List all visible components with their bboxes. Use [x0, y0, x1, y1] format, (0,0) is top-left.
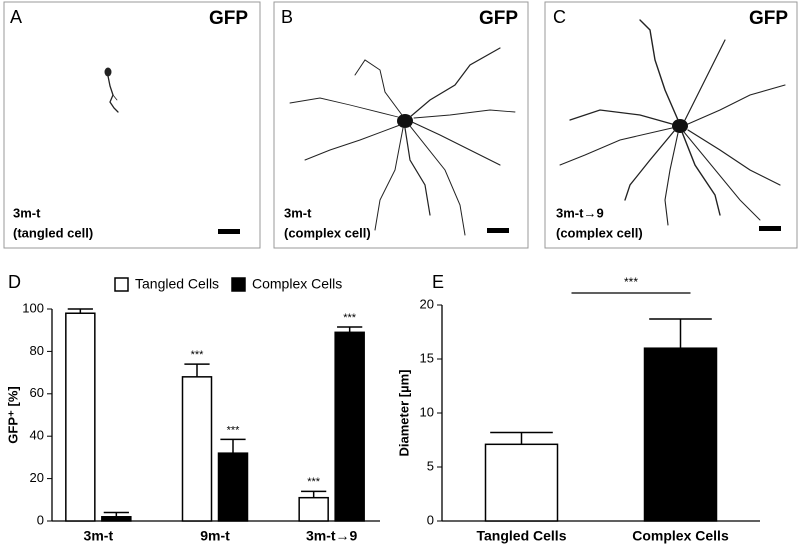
legend-label: Complex Cells [252, 276, 342, 292]
y-tick-label: 100 [22, 300, 44, 315]
marker-label: GFP [479, 8, 518, 29]
marker-label: GFP [749, 8, 788, 29]
panel-letter: B [281, 7, 293, 27]
bar [298, 496, 329, 522]
y-axis-title: Diameter [µm] [396, 370, 411, 457]
legend-swatch [114, 277, 129, 292]
significance-label: *** [191, 349, 205, 361]
y-tick-label: 15 [420, 350, 434, 365]
y-tick-label: 5 [427, 458, 434, 473]
bar [181, 376, 213, 522]
caption-line: (tangled cell) [13, 225, 93, 240]
neuron-image [559, 19, 786, 226]
caption-line: 3m-t [13, 205, 41, 220]
marker-label: GFP [209, 8, 248, 29]
caption-line: (complex cell) [284, 225, 371, 240]
y-tick-label: 40 [30, 428, 44, 443]
legend-label: Tangled Cells [135, 276, 219, 292]
caption-line: (complex cell) [556, 225, 643, 240]
x-tick-label: Tangled Cells [477, 528, 567, 544]
bar [484, 443, 559, 522]
bar [643, 347, 718, 522]
significance-label: *** [343, 312, 357, 324]
neuron-image [104, 67, 119, 113]
scale-bar [487, 228, 509, 233]
scale-bar [759, 226, 781, 231]
y-axis-title: GFP⁺ [%] [5, 386, 20, 443]
bar [101, 516, 132, 522]
neuron-image [289, 47, 516, 236]
caption-line: 3m-t [284, 205, 312, 220]
y-tick-label: 20 [30, 470, 44, 485]
panel-frame [544, 1, 798, 249]
panel-letter: A [10, 7, 22, 27]
y-tick-label: 80 [30, 343, 44, 358]
significance-label: *** [227, 424, 241, 436]
y-tick-label: 20 [420, 296, 434, 311]
panel-letter: E [432, 272, 444, 292]
panel-a: A GFP 3m-t (tangled cell) [3, 1, 261, 249]
panel-b: B GFP 3m-t (complex cell) [273, 1, 529, 249]
panel-letter: C [553, 7, 566, 27]
panel-letter: D [8, 272, 21, 292]
significance-label: *** [307, 476, 321, 488]
legend-swatch [231, 277, 246, 292]
x-tick-label: 3m-t→9 [306, 528, 358, 544]
scale-bar [218, 229, 240, 234]
y-tick-label: 60 [30, 385, 44, 400]
panel-c: C GFP 3m-t→9 (complex cell) [544, 1, 798, 249]
significance-label: *** [624, 275, 638, 289]
bar [334, 331, 365, 522]
caption-line: 3m-t→9 [556, 205, 604, 220]
x-tick-label: 9m-t [200, 528, 230, 544]
bar [65, 312, 96, 522]
y-tick-label: 10 [420, 404, 434, 419]
x-tick-label: Complex Cells [632, 528, 729, 544]
x-tick-label: 3m-t [84, 528, 114, 544]
y-tick-label: 0 [427, 512, 434, 527]
y-tick-label: 0 [37, 512, 44, 527]
bar [217, 452, 249, 522]
panel-frame [3, 1, 261, 249]
